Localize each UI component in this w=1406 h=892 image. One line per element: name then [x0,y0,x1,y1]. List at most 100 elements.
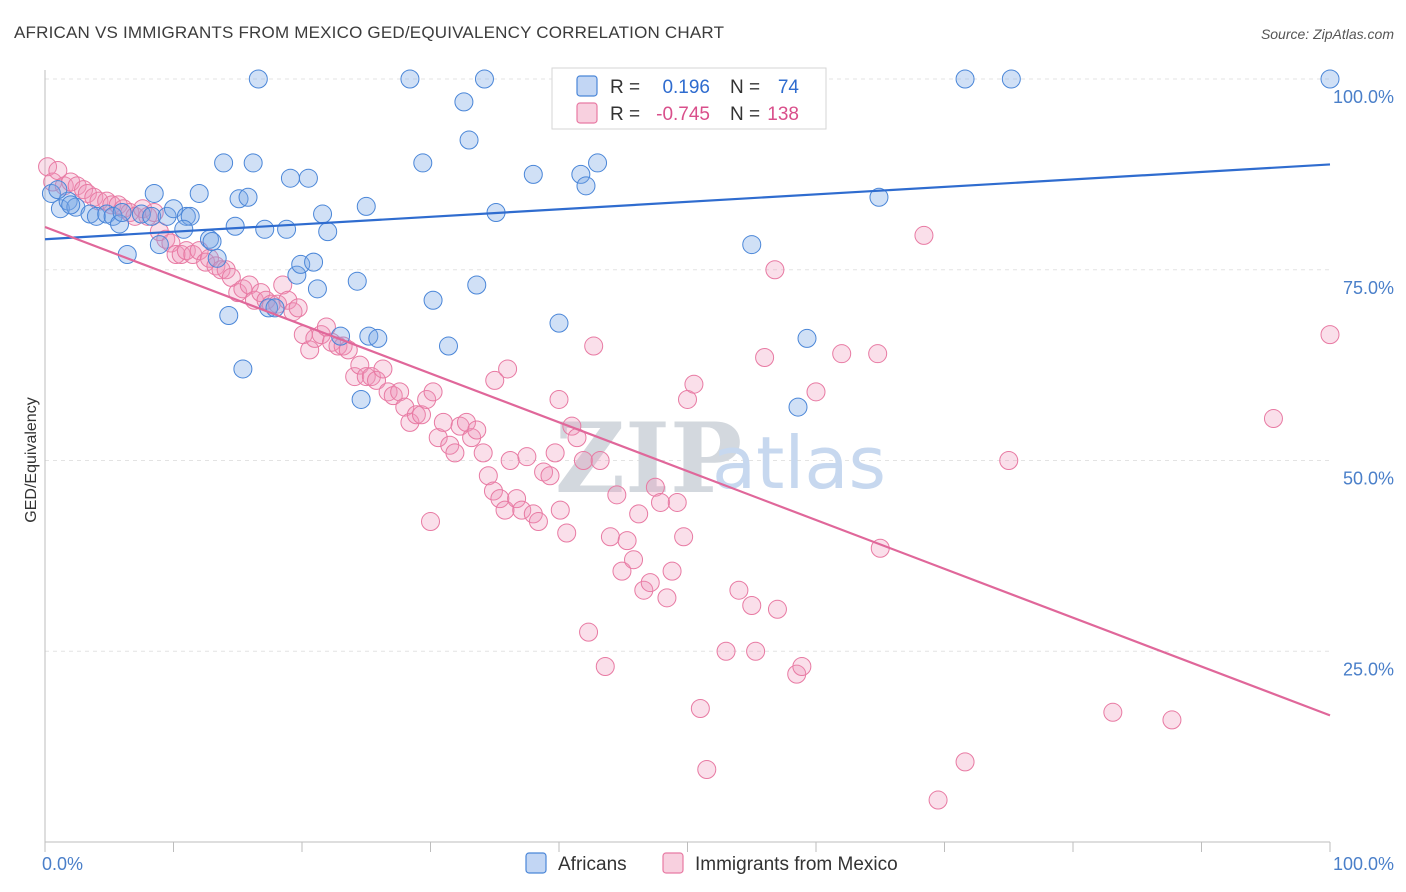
mexico-point [361,367,381,387]
africans-point [207,248,227,268]
mexico-point [228,283,248,303]
y-tick-label-50: 50.0% [1343,469,1394,489]
legend-r-value-mexico: -0.745 [656,104,710,125]
africans-point [248,69,268,89]
mexico-point [684,374,704,394]
africans-point [413,153,433,173]
mexico-point [367,370,387,390]
mexico-point [507,489,527,509]
mexico-point [490,489,510,509]
africans-point [110,214,130,234]
africans-point [112,203,132,223]
mexico-point [528,512,548,532]
mexico-point [517,447,537,467]
africans-point [788,397,808,417]
mexico-point [495,500,515,520]
mexico-point [999,451,1019,470]
x-tick-label-max: 100.0% [1333,854,1394,874]
mexico-point [74,180,94,200]
mexico-point [390,382,410,402]
mexico-point [590,451,610,470]
mexico-point [512,500,532,520]
mexico-point [196,252,216,272]
mexico-point [549,389,569,409]
africans-point [144,183,164,203]
mexico-point [211,260,231,280]
mexico-point [617,531,637,551]
mexico-point [806,382,826,402]
mexico-point [600,527,620,547]
africans-point [233,359,253,379]
africans-point [742,235,762,255]
africans-point [255,219,275,239]
mexico-point [697,760,717,780]
africans-point [214,153,234,173]
mexico-point [498,359,518,379]
africans-point [61,195,81,215]
africans-point [351,389,371,409]
mexico-point [868,344,888,364]
mexico-point [378,382,398,402]
africans-point [243,153,263,173]
legend-n-label-mexico: N = [730,104,760,125]
stats-legend-box [551,67,827,130]
mexico-point [478,466,498,486]
mexico-point [955,752,975,772]
africans-point [571,164,591,184]
mexico-point [624,550,644,570]
africans-point [454,92,474,112]
legend-n-label-africans: N = [730,77,760,98]
africans-point [219,306,239,326]
mexico-point [273,275,293,295]
africans-point [1001,69,1021,89]
mexico-point [595,657,615,677]
chart-source: Source: ZipAtlas.com [1261,26,1394,42]
mexico-point [629,504,649,524]
mexico-point [171,244,191,264]
africans-point [48,180,68,200]
africans-point [1320,69,1340,89]
africans-point [588,153,608,173]
africans-point [869,187,889,207]
legend-r-value-africans: 0.196 [662,77,710,98]
y-axis-label: GED/Equivalency [23,397,40,522]
africans-point [400,69,420,89]
mexico-point [421,512,440,532]
mexico-point [166,244,186,264]
mexico-point [545,443,565,463]
mexico-point [206,256,226,276]
mexico-point [755,347,775,367]
series-africans-points [41,69,1340,417]
mexico-point [485,370,505,390]
legend-n-value-mexico: 138 [767,104,799,125]
y-tick-labels: 25.0% 50.0% 75.0% 100.0% [1333,87,1394,679]
mexico-point [667,492,687,512]
africans-point [318,222,338,242]
mexico-point [742,595,762,615]
mexico-point [657,588,677,608]
africans-point [174,219,194,239]
africans-point [287,265,307,285]
africans-point [549,313,569,333]
mexico-point [356,367,376,387]
mexico-point [373,359,393,379]
mexico-point [395,397,415,417]
bottom-legend-label-africans: Africans [558,854,627,875]
mexico-point [584,336,604,356]
mexico-point [640,573,660,593]
watermark-zip: ZIP [555,402,742,515]
africans-point [438,336,458,356]
mexico-point [716,641,736,661]
mexico-point [345,367,365,387]
mexico-point [428,428,448,448]
legend-n-value-africans: 74 [778,77,800,98]
mexico-point [579,622,599,642]
africans-point [238,187,258,207]
mexico-point [928,790,948,810]
legend-r-label-africans: R = [610,77,640,98]
mexico-point [634,580,654,600]
africans-point [298,168,318,188]
mexico-point [156,229,176,249]
africans-point [576,176,596,196]
